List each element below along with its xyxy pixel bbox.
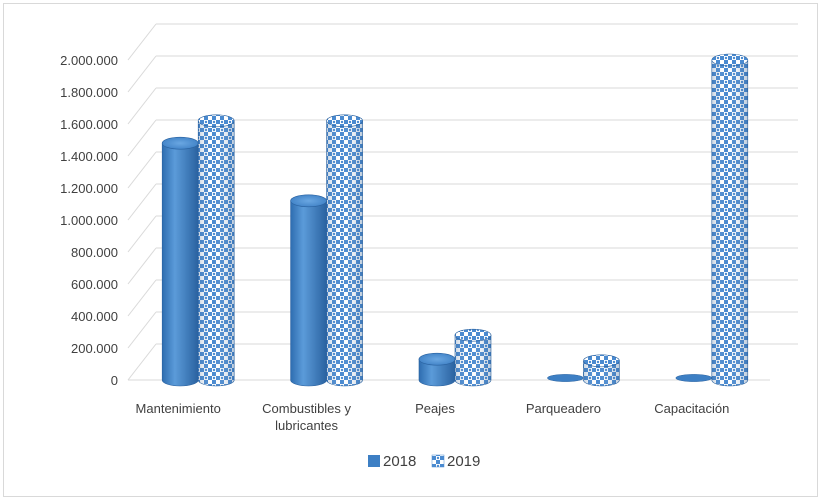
gridline-diagonal [127, 311, 157, 349]
gridline-diagonal [127, 87, 157, 125]
bar-base [675, 374, 713, 382]
y-tick-label: 1.400.000 [60, 149, 118, 164]
gridline-diagonal [127, 279, 157, 317]
y-tick-label: 1.800.000 [60, 85, 118, 100]
y-tick-label: 2.000.000 [60, 53, 118, 68]
bar-base [547, 374, 584, 382]
bar-shade [455, 335, 491, 386]
legend-swatch [431, 454, 445, 468]
gridline-diagonal [127, 55, 157, 93]
bar-2019-4 [711, 53, 749, 387]
bar-top [454, 328, 492, 342]
grid-layer [127, 23, 798, 381]
bar-2018-2 [418, 352, 456, 387]
gridline-diagonal [127, 247, 157, 285]
bar-shade [198, 120, 235, 387]
y-tick-label: 400.000 [71, 309, 118, 324]
bar-top [583, 354, 620, 368]
bar-top [290, 194, 327, 208]
y-tick-label: 600.000 [71, 277, 118, 292]
bar-2019-1 [326, 114, 363, 387]
gridline-diagonal [127, 151, 157, 189]
y-tick-label: 1.600.000 [60, 117, 118, 132]
bar-2019-2 [454, 328, 492, 387]
gridline-diagonal [127, 119, 157, 157]
y-tick-label: 1.200.000 [60, 181, 118, 196]
bar-2018-4 [675, 374, 713, 382]
bar-shade [326, 120, 363, 387]
legend-label: 2019 [447, 453, 480, 470]
legend: 2018 2019 [368, 453, 480, 470]
bar-body [290, 200, 327, 387]
y-axis-tick-labels: 0 200.000 400.000 600.000 800.000 1.000.000 1.… [60, 53, 118, 388]
gridline-diagonal [127, 183, 157, 221]
bar-2019-0 [197, 114, 235, 387]
legend-swatch [368, 455, 380, 467]
x-axis-category-labels: Mantenimiento Combustibles y lubricantes Pe… [136, 401, 730, 433]
bar-top [161, 136, 199, 150]
category-label: Mantenimiento [136, 401, 221, 416]
chart-frame [3, 3, 818, 497]
bar-2019-3 [583, 354, 620, 387]
bar-top [418, 352, 456, 366]
bar-top [326, 114, 363, 128]
category-label: Peajes [415, 401, 455, 416]
y-tick-label: 0 [111, 373, 118, 388]
bar-shade [711, 60, 748, 386]
legend-label: 2018 [383, 453, 416, 470]
category-label: Capacitación [654, 401, 729, 416]
bar-2018-3 [547, 374, 584, 382]
bar-2018-1 [290, 194, 327, 387]
category-label: Combustibles y lubricantes [262, 401, 351, 433]
legend-item-2018: 2018 [368, 453, 416, 470]
gridline-diagonal [127, 215, 157, 253]
bar-top [197, 114, 235, 128]
gridline-diagonal [127, 343, 157, 381]
y-tick-label: 1.000.000 [60, 213, 118, 228]
bar-layer [161, 53, 749, 387]
bar-top [711, 53, 749, 67]
y-tick-label: 200.000 [71, 341, 118, 356]
bar-2018-0 [161, 136, 199, 387]
bar-shade [583, 360, 620, 386]
y-tick-label: 800.000 [71, 245, 118, 260]
gridline-diagonal [127, 23, 157, 61]
legend-item-2019: 2019 [431, 453, 480, 470]
bar-body [161, 142, 199, 387]
category-label: Parqueadero [526, 401, 601, 416]
